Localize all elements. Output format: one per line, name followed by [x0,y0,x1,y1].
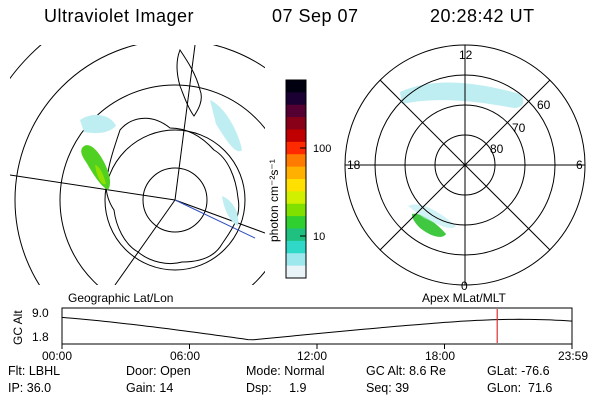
colorbar-tick-label: 10 [313,231,325,243]
time-tick-label: 00:00 [42,349,72,363]
antarctica-coastline [105,117,240,265]
observation-date: 07 Sep 07 [272,6,359,26]
mlt-label-midnight: 0 [461,279,468,293]
geographic-map [10,45,265,285]
status-gc-alt: GC Alt: 8.6 Re [366,364,446,378]
colorbar-segment [286,253,306,267]
latitude-circle [59,84,265,285]
colorbar-segment [286,154,306,168]
status-seq: Seq: 39 [366,381,410,395]
meridian-line [174,199,265,234]
colorbar [285,79,307,279]
mlat-label: 80 [490,142,504,156]
aurora-haze [222,196,239,226]
polar-plot: 12 18 6 0 60 70 80 [344,44,586,293]
mlt-line [379,79,551,251]
time-tick-label: 18:00 [425,349,455,363]
colorbar-segment [286,117,306,130]
altitude-plot-frame [61,307,573,345]
status-mode: Mode: Normal [246,364,325,378]
colorbar-segment [286,166,306,180]
mlat-label: 60 [537,98,551,112]
aurora-haze [400,82,524,108]
colorbar-segment [286,228,306,242]
colorbar-frame [285,79,307,279]
meridian-line [114,199,176,285]
mlt-label-dawn: 6 [576,158,583,172]
time-tick-label: 12:00 [297,349,327,363]
colorbar-segment [286,216,306,229]
latitude-circle [14,45,265,285]
colorbar-segment [286,80,306,93]
meridian-line [174,45,196,201]
colorbar-segment [286,265,306,279]
altitude-ytick-label: 9.0 [32,306,49,320]
aurora-haze [210,100,242,152]
observation-time: 20:28:42 UT [430,6,535,26]
altitude-strip: GC Alt 9.0 1.8 00:00 06:00 12:00 18:00 2… [11,306,588,363]
colorbar-tick-label: 100 [313,143,331,155]
colorbar-segment [286,179,306,192]
mlat-label: 70 [512,121,526,135]
colorbar-segment [286,92,306,106]
status-door: Door: Open [126,364,191,378]
colorbar-unit-label: photon cm⁻²s⁻¹ [267,159,281,242]
instrument-title: Ultraviolet Imager [44,6,195,26]
colorbar-segment [286,203,306,217]
colorbar-segment [286,129,306,143]
latitude-circle [104,129,246,271]
south-america-coastline [176,48,202,117]
status-dsp: Dsp: 1.9 [246,381,307,395]
status-glon: GLon: 71.6 [487,381,553,395]
status-gain: Gain: 14 [126,381,174,395]
altitude-curve [61,316,573,341]
aurora-patch [412,213,446,237]
aurora-patch [95,165,106,185]
track-line [174,199,256,239]
polar-projection-label: Apex MLat/MLT [422,291,506,305]
mlt-label-noon: 12 [459,48,473,62]
mlt-label-dusk: 18 [347,158,361,172]
colorbar-segment [286,141,306,155]
meridian-line [10,174,176,201]
altitude-axis-title: GC Alt [11,310,25,345]
colorbar-segment [286,240,306,254]
status-filter: Flt: LBHL [8,364,61,378]
colorbar-segment [286,191,306,205]
latitude-circle [10,45,42,80]
time-tick-label: 23:59 [558,349,588,363]
aurora-haze [80,114,116,134]
colorbar-segment [286,104,306,118]
status-glat: GLat: -76.6 [487,364,550,378]
time-tick-label: 06:00 [170,349,200,363]
status-ip: IP: 36.0 [8,381,52,395]
map-projection-label: Geographic Lat/Lon [68,291,173,305]
latitude-circle [142,167,208,233]
altitude-ytick-label: 1.8 [32,330,49,344]
